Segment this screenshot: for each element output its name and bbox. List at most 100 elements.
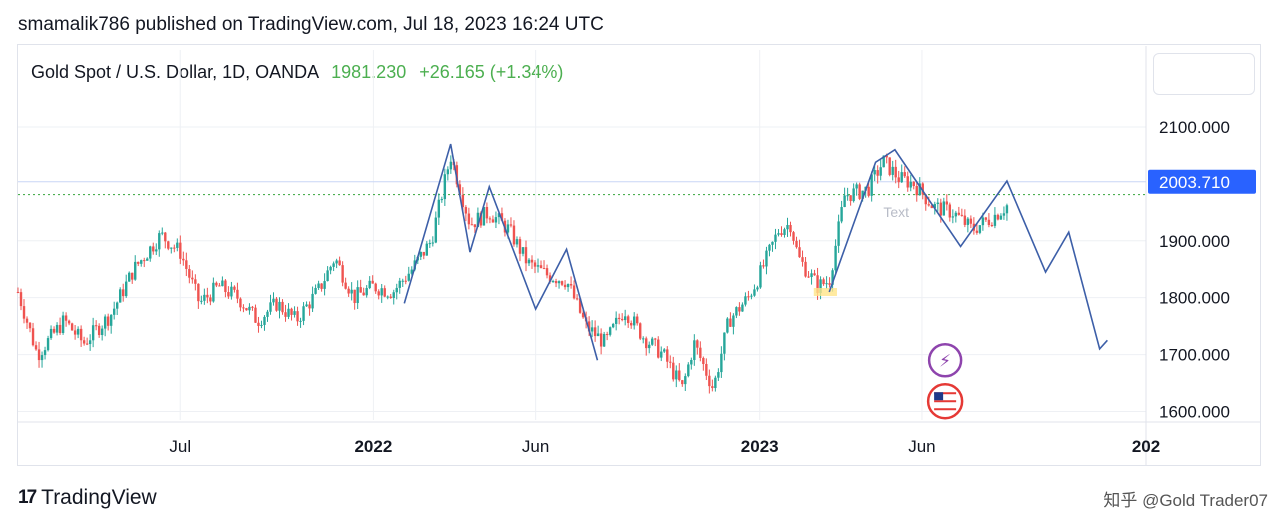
candle-body bbox=[954, 212, 958, 217]
candle-body bbox=[587, 321, 591, 332]
candle-body bbox=[885, 155, 888, 158]
y-tick-label: 2100.000 bbox=[1159, 118, 1230, 137]
candle-body bbox=[266, 311, 269, 317]
watermark: 知乎 @Gold Trader07 bbox=[1103, 491, 1268, 510]
candle-body bbox=[140, 260, 143, 264]
candle-body bbox=[873, 170, 876, 175]
candle-body bbox=[951, 216, 955, 218]
candle-body bbox=[263, 316, 266, 325]
candle-body bbox=[846, 195, 849, 197]
candle-body bbox=[903, 172, 906, 177]
candle-body bbox=[669, 361, 672, 363]
candle-body bbox=[975, 230, 979, 233]
candle-body bbox=[636, 316, 639, 324]
candle-body bbox=[94, 325, 98, 327]
candle-body bbox=[681, 380, 684, 385]
candle-body bbox=[356, 287, 359, 304]
candle-body bbox=[515, 239, 519, 245]
candle-body bbox=[134, 261, 137, 280]
candle-body bbox=[215, 282, 218, 286]
candle-body bbox=[699, 347, 702, 358]
candle-body bbox=[969, 218, 973, 224]
candle-body bbox=[64, 315, 68, 321]
candle-body bbox=[639, 323, 642, 339]
candle-body bbox=[82, 340, 86, 344]
flag-stripe bbox=[934, 396, 957, 399]
candle-body bbox=[729, 318, 732, 327]
candle-body bbox=[389, 296, 392, 299]
candle-body bbox=[194, 279, 197, 284]
candle-body bbox=[888, 157, 891, 175]
candle-body bbox=[654, 338, 657, 340]
candle-body bbox=[368, 280, 371, 289]
drawing-polyline bbox=[403, 143, 599, 361]
candle-body bbox=[275, 298, 278, 311]
candle-body bbox=[320, 283, 323, 289]
candle-body bbox=[188, 268, 191, 278]
candle-body bbox=[329, 266, 332, 271]
candle-body bbox=[651, 338, 654, 345]
candle-body bbox=[714, 377, 717, 389]
candle-body bbox=[933, 203, 936, 209]
candle-body bbox=[164, 232, 167, 242]
candle-body bbox=[566, 284, 570, 288]
candle-body bbox=[395, 287, 398, 293]
candle-body bbox=[323, 281, 326, 289]
candle-body bbox=[46, 338, 50, 351]
candle-body bbox=[819, 279, 822, 293]
x-tick-label: Jun bbox=[522, 437, 549, 456]
candle-body bbox=[293, 311, 296, 315]
candle-body bbox=[999, 215, 1003, 220]
candle-body bbox=[109, 314, 113, 326]
candle-body bbox=[386, 296, 389, 298]
candle-body bbox=[984, 217, 988, 220]
candle-body bbox=[485, 206, 489, 219]
candle-body bbox=[443, 174, 447, 200]
candle-body bbox=[675, 370, 678, 380]
candle-body bbox=[425, 243, 428, 256]
candle-body bbox=[428, 243, 432, 245]
candle-body bbox=[299, 320, 302, 322]
candle-body bbox=[185, 260, 188, 269]
candle-body bbox=[915, 186, 918, 196]
candle-body bbox=[40, 355, 44, 361]
candle-body bbox=[179, 242, 182, 259]
candle-body bbox=[500, 213, 504, 221]
candle-body bbox=[822, 279, 825, 285]
candle-body bbox=[43, 350, 47, 356]
candle-body bbox=[338, 260, 341, 266]
candle-body bbox=[464, 207, 468, 214]
candle-body bbox=[176, 242, 179, 248]
candle-body bbox=[1005, 205, 1009, 214]
candle-body bbox=[596, 333, 600, 337]
candle-body bbox=[218, 285, 221, 287]
scale-options-box[interactable] bbox=[1153, 53, 1255, 95]
candle-body bbox=[690, 359, 693, 365]
candle-body bbox=[434, 217, 438, 243]
candle-body bbox=[560, 281, 564, 285]
candle-body bbox=[19, 292, 23, 307]
candle-body bbox=[398, 280, 401, 288]
candle-body bbox=[227, 292, 230, 297]
candle-body bbox=[458, 184, 462, 195]
candle-body bbox=[392, 292, 395, 299]
candle-body bbox=[326, 270, 329, 282]
candle-body bbox=[467, 213, 471, 225]
tradingview-logo[interactable]: 17 TradingView bbox=[18, 486, 157, 510]
candle-body bbox=[648, 344, 651, 349]
candle-body bbox=[206, 294, 209, 298]
candle-body bbox=[371, 280, 374, 284]
candle-body bbox=[383, 288, 386, 297]
candle-body bbox=[705, 363, 708, 376]
candle-body bbox=[25, 318, 29, 323]
candle-body bbox=[88, 340, 92, 345]
candle-body bbox=[470, 224, 474, 226]
candle-body bbox=[611, 323, 615, 328]
candle-body bbox=[906, 176, 909, 188]
candle-body bbox=[909, 181, 912, 188]
candle-body bbox=[738, 307, 741, 312]
candle-body bbox=[777, 233, 780, 235]
candle-body bbox=[52, 328, 56, 333]
y-tick-label: 1900.000 bbox=[1159, 232, 1230, 251]
